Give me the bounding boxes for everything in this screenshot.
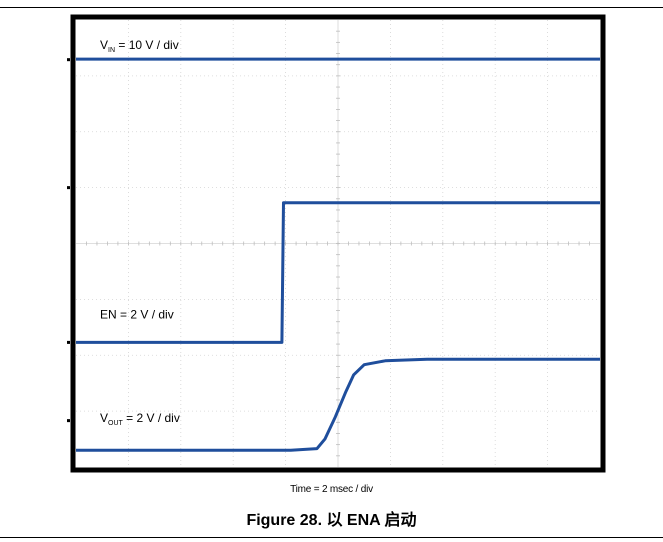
channel-marker (67, 419, 70, 423)
scope-border (70, 14, 606, 473)
bottom-rule (0, 537, 663, 538)
label-vin: VIN = 10 V / div (100, 38, 179, 54)
top-rule (0, 7, 663, 8)
scope-grid (76, 20, 600, 467)
trace-labels: VIN = 10 V / div EN = 2 V / div VOUT = 2 V… (100, 38, 180, 427)
channel-markers (67, 58, 70, 423)
label-vout: VOUT = 2 V / div (100, 411, 180, 427)
channel-marker (67, 340, 70, 344)
label-en: EN = 2 V / div (100, 307, 174, 321)
trace-en (76, 201, 600, 344)
channel-marker (67, 186, 70, 190)
trace-vout (76, 357, 600, 452)
oscilloscope-chart: VIN = 10 V / div EN = 2 V / div VOUT = 2 V… (67, 14, 606, 473)
x-axis-label: Time = 2 msec / div (290, 484, 373, 495)
scope-traces (76, 57, 600, 452)
figure-caption: Figure 28. 以 ENA 启动 (246, 512, 417, 529)
channel-marker (67, 58, 70, 62)
